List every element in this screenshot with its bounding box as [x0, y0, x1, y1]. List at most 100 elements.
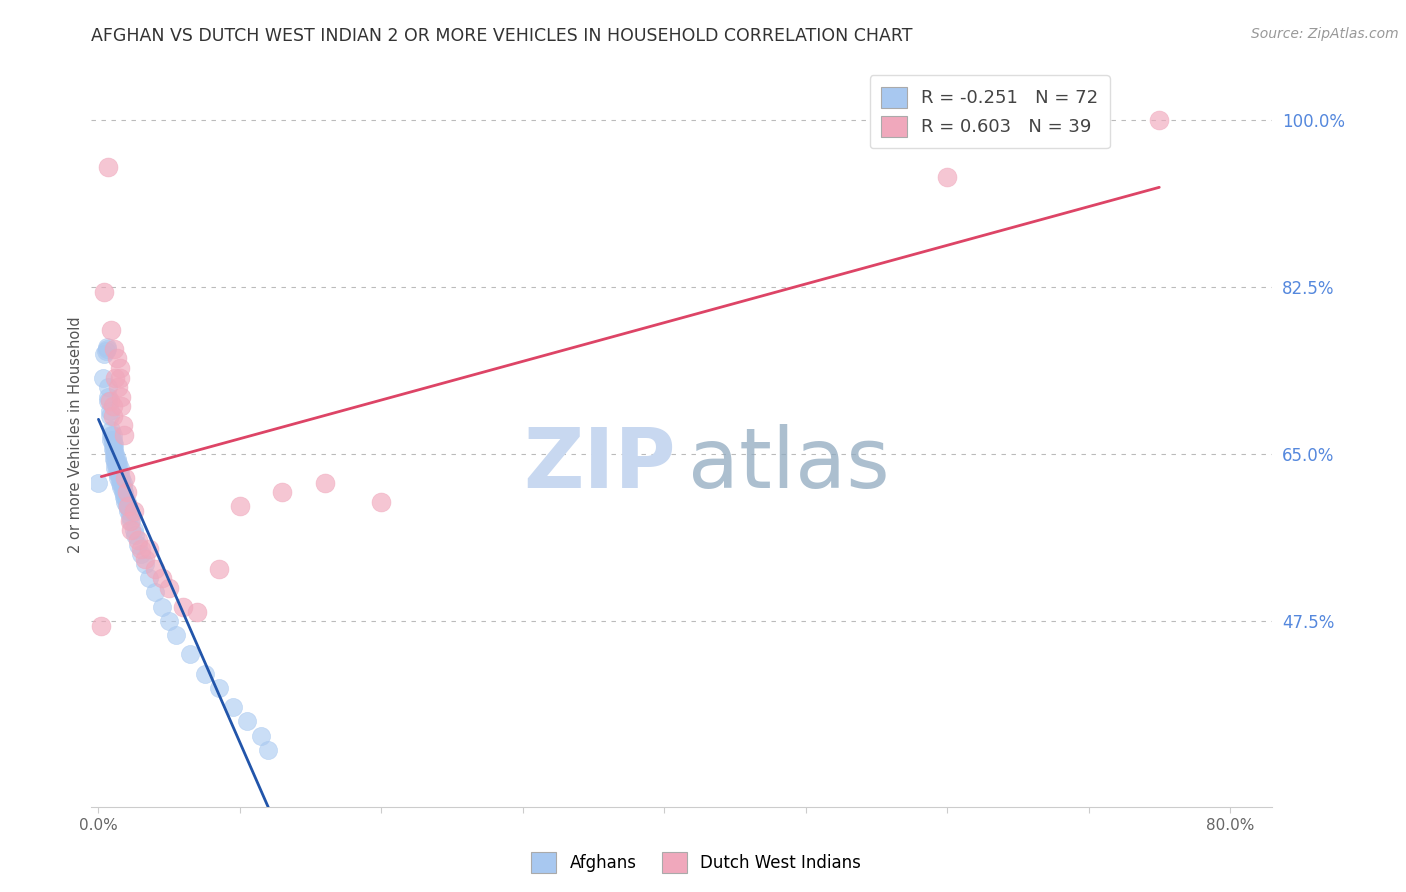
Point [97, 161, 120, 175]
Point [101, 433, 124, 447]
Point [93, 285, 115, 299]
Point [101, 442, 124, 457]
Point [90, 619, 112, 633]
Point [120, 524, 142, 538]
Point [110, 399, 132, 413]
Point [208, 561, 231, 575]
Point [107, 457, 129, 471]
Point [114, 471, 136, 485]
Point [127, 533, 149, 547]
Point [104, 457, 127, 471]
Point [104, 370, 127, 384]
Point [118, 514, 141, 528]
Point [103, 451, 125, 466]
Point [91, 370, 114, 384]
Point [143, 585, 166, 599]
Point [100, 433, 122, 447]
Point [117, 500, 139, 514]
Point [236, 714, 259, 729]
Point [165, 628, 187, 642]
Point [157, 614, 180, 628]
Point [107, 466, 129, 480]
Point [314, 475, 336, 490]
Point [134, 552, 156, 566]
Point [98, 409, 121, 423]
Point [127, 538, 149, 552]
Point [222, 700, 245, 714]
Point [138, 542, 160, 557]
Point [138, 571, 160, 585]
Point [186, 605, 208, 619]
Point [193, 666, 215, 681]
Point [103, 442, 125, 457]
Point [111, 480, 134, 494]
Point [105, 461, 128, 475]
Point [229, 500, 252, 514]
Point [101, 437, 124, 451]
Point [97, 394, 120, 409]
Point [112, 485, 135, 500]
Point [108, 466, 131, 480]
Legend: Afghans, Dutch West Indians: Afghans, Dutch West Indians [524, 846, 868, 880]
Point [108, 471, 131, 485]
Point [108, 475, 131, 490]
Text: AFGHAN VS DUTCH WEST INDIAN 2 OR MORE VEHICLES IN HOUSEHOLD CORRELATION CHART: AFGHAN VS DUTCH WEST INDIAN 2 OR MORE VE… [91, 27, 912, 45]
Point [150, 571, 173, 585]
Point [117, 500, 139, 514]
Point [110, 475, 132, 490]
Y-axis label: 2 or more Vehicles in Household: 2 or more Vehicles in Household [67, 317, 83, 553]
Point [94, 343, 117, 358]
Point [104, 447, 127, 461]
Point [108, 361, 131, 376]
Point [112, 428, 135, 442]
Point [100, 423, 122, 437]
Point [105, 351, 128, 366]
Point [936, 169, 959, 184]
Point [271, 485, 294, 500]
Point [108, 370, 131, 384]
Text: atlas: atlas [688, 424, 890, 505]
Point [1149, 112, 1171, 127]
Point [129, 542, 152, 557]
Point [150, 599, 173, 614]
Point [96, 342, 118, 356]
Point [157, 581, 180, 595]
Point [105, 466, 128, 480]
Point [110, 480, 132, 494]
Point [97, 380, 120, 394]
Point [103, 342, 125, 356]
Point [108, 461, 131, 475]
Point [87, 475, 110, 490]
Point [122, 524, 145, 538]
Point [111, 418, 134, 433]
Point [110, 471, 132, 485]
Point [118, 504, 141, 518]
Point [111, 475, 134, 490]
Point [98, 404, 121, 418]
Point [120, 514, 142, 528]
Point [117, 504, 139, 518]
Point [115, 500, 138, 514]
Point [129, 547, 152, 561]
Point [257, 743, 280, 757]
Point [100, 428, 122, 442]
Point [107, 461, 129, 475]
Point [103, 447, 125, 461]
Point [101, 428, 124, 442]
Point [112, 490, 135, 504]
Point [107, 471, 129, 485]
Point [208, 681, 231, 695]
Point [179, 648, 201, 662]
Point [107, 380, 129, 394]
Point [134, 557, 156, 571]
Text: ZIP: ZIP [523, 424, 676, 505]
Point [114, 494, 136, 508]
Point [103, 437, 125, 451]
Point [104, 451, 127, 466]
Point [143, 561, 166, 575]
Point [115, 494, 138, 508]
Point [122, 504, 145, 518]
Legend: R = -0.251   N = 72, R = 0.603   N = 39: R = -0.251 N = 72, R = 0.603 N = 39 [869, 75, 1109, 148]
Point [111, 485, 134, 500]
Point [93, 347, 115, 361]
